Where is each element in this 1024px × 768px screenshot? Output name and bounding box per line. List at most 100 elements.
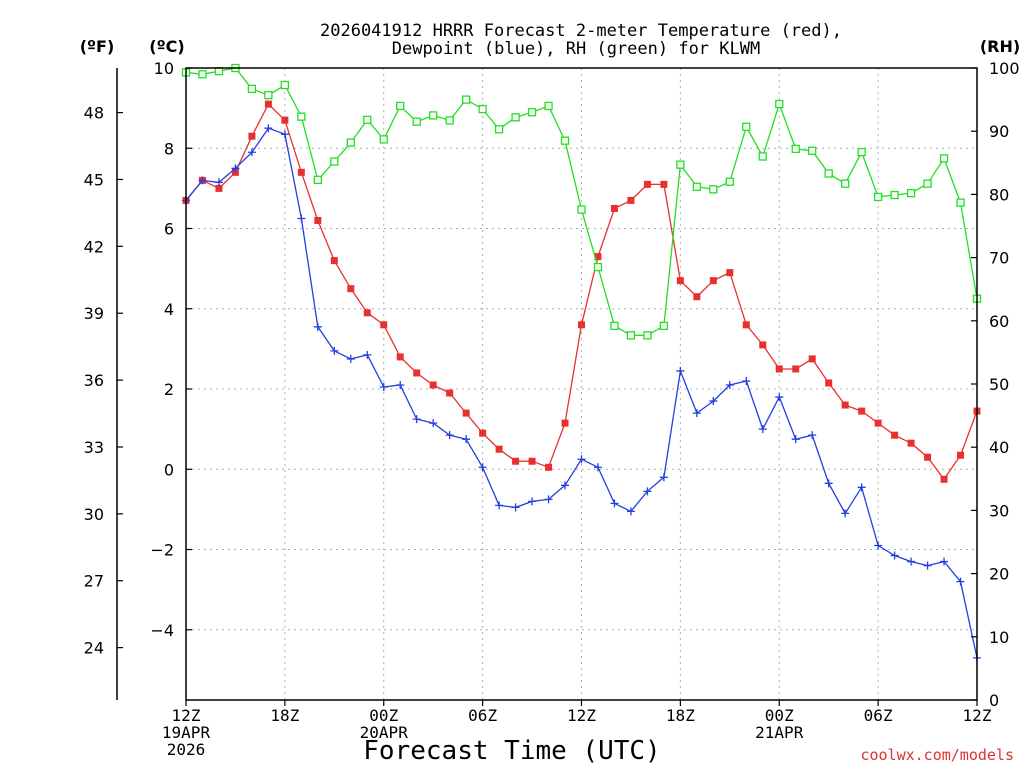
temperature-point [330, 257, 338, 265]
dewpoint-point [379, 383, 388, 392]
fahrenheit-tick-label: 48 [84, 104, 104, 123]
dewpoint-point [313, 322, 322, 331]
temperature-point [314, 216, 322, 224]
celsius-tick-label: 0 [164, 460, 174, 479]
temperature-point [363, 309, 371, 317]
temperature-point [643, 180, 651, 188]
temperature-point [726, 269, 734, 277]
rh-tick-label: 100 [989, 59, 1020, 78]
rh-point [791, 144, 800, 154]
celsius-tick-label: 4 [164, 300, 174, 319]
rh-point [527, 108, 537, 117]
rh-point [659, 321, 669, 331]
temperature-point [512, 457, 520, 465]
x-tick-label: 19APR [162, 723, 211, 742]
dewpoint-point [396, 381, 405, 390]
temperature-point [660, 180, 668, 188]
temperature-point [281, 116, 289, 124]
dewpoint-point [462, 435, 471, 444]
celsius-unit-label: (ºC) [149, 37, 184, 56]
temperature-point [248, 132, 256, 140]
rh-point [593, 262, 603, 272]
dewpoint-point [429, 419, 438, 428]
rh-point [676, 160, 685, 169]
temperature-point [396, 353, 404, 361]
dewpoint-point [940, 557, 949, 566]
rh-point [626, 331, 636, 340]
rh-point [824, 169, 833, 178]
dewpoint-point [478, 463, 487, 472]
temperature-point [380, 321, 388, 329]
dewpoint-point [198, 176, 207, 185]
rh-point [247, 84, 257, 94]
temperature-point [693, 293, 701, 301]
celsius-tick-label: 8 [164, 139, 174, 158]
temperature-point [924, 453, 932, 461]
temperature-point [578, 321, 585, 329]
temperature-point [479, 429, 487, 437]
rh-point [560, 136, 570, 145]
fahrenheit-tick-label: 24 [84, 639, 104, 658]
rh-point [758, 152, 767, 161]
temperature-point [594, 253, 602, 261]
rh-point [544, 101, 553, 111]
fahrenheit-tick-label: 30 [84, 505, 104, 524]
temperature-point [610, 204, 618, 212]
rh-tick-label: 70 [989, 249, 1009, 268]
rh-point [692, 182, 702, 191]
x-tick-label: 20APR [360, 723, 409, 742]
rh-point [890, 190, 899, 200]
rh-point [775, 99, 784, 109]
dewpoint-point [626, 507, 635, 516]
temperature-point [874, 419, 882, 427]
temperature-point [759, 341, 767, 349]
rh-point [445, 116, 454, 125]
dewpoint-point [412, 415, 421, 424]
dewpoint-point [544, 495, 553, 504]
dewpoint-point [593, 463, 602, 472]
rh-point [313, 175, 322, 185]
celsius-tick-label: 6 [164, 220, 174, 239]
dewpoint-point [610, 499, 619, 508]
dewpoint-point [231, 164, 240, 173]
dewpoint-point [577, 455, 586, 464]
rh-tick-label: 90 [989, 122, 1009, 141]
rh-point [412, 117, 421, 126]
rh-point [363, 115, 372, 124]
dewpoint-point [808, 431, 817, 440]
temperature-point [676, 277, 684, 285]
dewpoint-point [956, 577, 965, 586]
fahrenheit-tick-label: 42 [84, 237, 104, 256]
credit-text: coolwx.com/models [860, 746, 1014, 764]
dewpoint-point [725, 381, 734, 390]
temperature-point [792, 365, 800, 373]
temperature-point [775, 365, 783, 373]
rh-point [346, 138, 355, 147]
chart-title-line2: Dewpoint (blue), RH (green) for KLWM [392, 39, 760, 59]
dewpoint-point [775, 393, 784, 402]
fahrenheit-unit-label: (ºF) [80, 37, 115, 56]
x-tick-label: 12Z [567, 706, 596, 725]
temperature-point [627, 196, 635, 204]
rh-point [906, 188, 916, 198]
rh-point [643, 331, 652, 340]
temperature-point [742, 321, 750, 329]
celsius-tick-label: −2 [150, 541, 174, 560]
dewpoint-point [280, 130, 289, 139]
rh-point [478, 104, 487, 114]
x-tick-label: 2026 [167, 740, 206, 759]
chart-title-line1: 2026041912 HRRR Forecast 2-meter Tempera… [320, 21, 842, 41]
temperature-point [825, 379, 833, 387]
dewpoint-point [742, 376, 751, 385]
dewpoint-point [643, 487, 652, 496]
rh-tick-label: 10 [989, 628, 1009, 647]
celsius-tick-label: 2 [164, 380, 174, 399]
temperature-point [215, 184, 223, 192]
dewpoint-point [791, 435, 800, 444]
dewpoint-point [692, 409, 701, 418]
x-tick-label: 21APR [755, 723, 804, 742]
dewpoint-point [346, 354, 355, 363]
rh-point [808, 146, 817, 155]
